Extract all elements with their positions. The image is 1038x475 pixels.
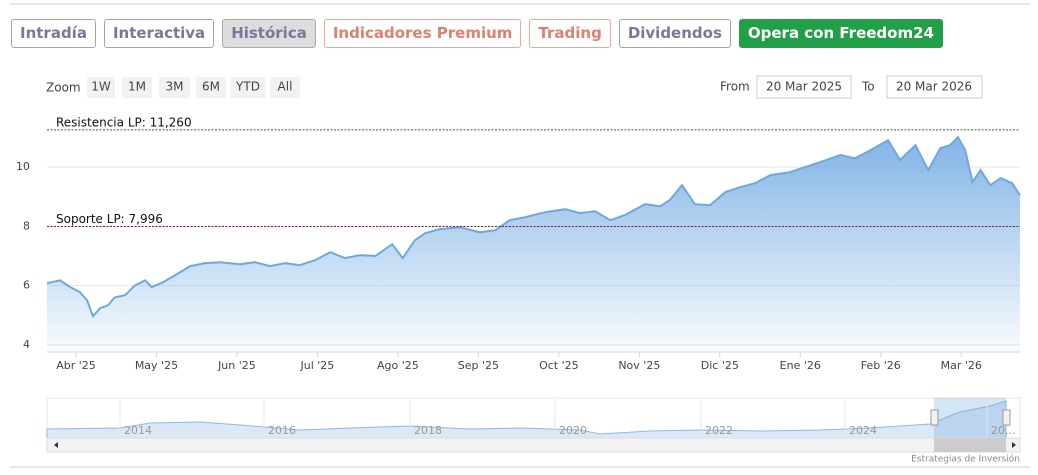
y-tick-label: 4 xyxy=(23,338,30,351)
zoom-button[interactable] xyxy=(231,77,265,98)
tab[interactable]: Interactiva xyxy=(103,19,215,48)
to-value[interactable]: 20 Mar 2026 xyxy=(896,80,972,94)
navigator-label: 20... xyxy=(991,424,1016,437)
tab-bar: Intradía Interactiva Histórica Indicadores … xyxy=(11,19,943,48)
zoom-label: Zoom xyxy=(46,81,81,95)
navigator-label: 2022 xyxy=(705,424,733,437)
scroll-left[interactable] xyxy=(54,442,58,448)
navigator-handle[interactable] xyxy=(1002,409,1011,426)
tab[interactable]: Dividendos xyxy=(618,19,731,48)
y-tick-label: 10 xyxy=(16,160,30,173)
to-label: To xyxy=(861,80,875,94)
navigator-series xyxy=(46,400,1007,439)
line xyxy=(46,135,1021,319)
zoom-button-label[interactable]: YTD xyxy=(235,80,260,94)
tab[interactable]: Intradía xyxy=(11,19,96,48)
x-tick-label: Feb '26 xyxy=(861,359,901,372)
scrollbar[interactable] xyxy=(46,437,1021,453)
navigator-label: 2024 xyxy=(849,424,877,437)
navigator-handle[interactable] xyxy=(930,409,939,426)
area xyxy=(47,137,1020,352)
to-input[interactable] xyxy=(886,75,983,99)
x-tick-label: Sep '25 xyxy=(458,359,499,372)
y-tick-label: 8 xyxy=(23,219,30,232)
plot-line-label: Soporte LP: 7,996 xyxy=(56,212,163,226)
x-tick-label: Nov '25 xyxy=(618,359,660,372)
zoom-button[interactable] xyxy=(196,77,226,98)
credit: Estrategias de Inversión xyxy=(911,454,1020,465)
navigator-label: 2014 xyxy=(124,424,152,437)
zoom-button-label[interactable]: 3M xyxy=(166,80,184,94)
from-label: From xyxy=(720,80,750,94)
x-tick-label: Ene '26 xyxy=(780,359,821,372)
x-tick-label: Abr '25 xyxy=(56,359,96,372)
x-tick-label: Ago '25 xyxy=(377,359,419,372)
tab[interactable]: Trading xyxy=(529,19,611,48)
navigator-label: 2020 xyxy=(559,424,587,437)
x-tick-label: Dic '25 xyxy=(701,359,739,372)
scroll-right[interactable] xyxy=(1012,442,1016,448)
zoom-button[interactable] xyxy=(87,77,115,98)
plot-line-label: Resistencia LP: 11,260 xyxy=(56,115,192,129)
zoom-button[interactable] xyxy=(270,77,300,98)
x-tick-label: May '25 xyxy=(135,359,178,372)
tab[interactable]: Histórica xyxy=(222,19,316,48)
zoom-button-label[interactable]: 1W xyxy=(91,80,111,94)
zoom-button[interactable] xyxy=(122,77,152,98)
tab[interactable]: Opera con Freedom24 xyxy=(738,19,943,48)
x-tick-label: Jun '25 xyxy=(217,359,256,372)
from-input[interactable] xyxy=(756,75,852,99)
zoom-button-label[interactable]: 6M xyxy=(202,80,220,94)
tab[interactable]: Indicadores Premium xyxy=(323,19,522,48)
x-tick-label: Mar '26 xyxy=(941,359,982,372)
navigator-selection[interactable] xyxy=(934,398,1006,438)
y-tick-label: 6 xyxy=(23,279,30,292)
navigator-label: 2016 xyxy=(268,424,296,437)
from-value[interactable]: 20 Mar 2025 xyxy=(766,80,842,94)
x-tick-label: Jul '25 xyxy=(300,359,335,372)
x-tick-label: Oct '25 xyxy=(539,359,579,372)
zoom-button[interactable] xyxy=(159,77,190,98)
scrollbar-thumb[interactable] xyxy=(934,438,1006,452)
navigator-label: 2018 xyxy=(414,424,442,437)
zoom-button-label[interactable]: 1M xyxy=(128,80,146,94)
zoom-button-label[interactable]: All xyxy=(278,80,293,94)
